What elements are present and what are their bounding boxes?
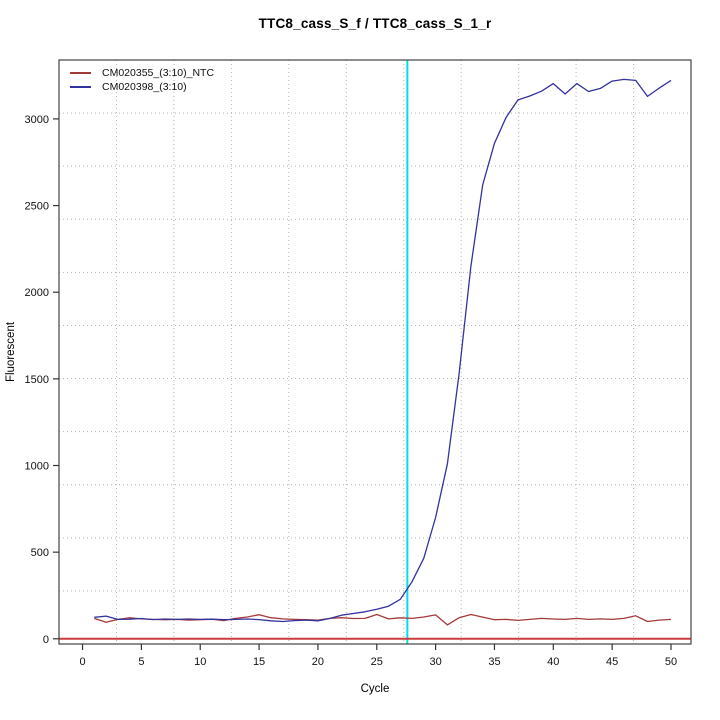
y-tick-label: 2500 [25,201,49,213]
legend-item-sample: CM020398_(3:10) [70,80,214,94]
series-line-ntc [94,613,672,626]
x-tick-label: 0 [79,656,85,668]
x-tick-label: 5 [138,656,144,668]
x-tick-label: 25 [371,656,383,668]
x-tick-label: 20 [312,656,324,668]
y-tick-label: 0 [43,634,49,646]
series-line-sample [94,78,672,623]
x-tick-label: 50 [665,656,677,668]
x-tick-label: 10 [194,656,206,668]
plot-border [58,59,692,645]
legend-label-sample: CM020398_(3:10) [102,81,187,93]
y-tick-label: 3000 [25,114,49,126]
legend-item-ntc: CM020355_(3:10)_NTC [70,66,214,80]
x-tick-label: 45 [606,656,618,668]
x-axis-label: Cycle [360,683,390,695]
y-axis-label: Fluorescent [5,321,17,383]
x-tick-label: 40 [547,656,559,668]
y-tick-label: 2000 [25,287,49,299]
legend-line-swatch-ntc [70,72,91,74]
legend-label-ntc: CM020355_(3:10)_NTC [102,67,215,79]
chart-title: TTC8_cass_S_f / TTC8_cass_S_1_r [258,16,492,31]
x-tick-label: 30 [429,656,441,668]
y-tick-label: 1000 [25,461,49,473]
legend: CM020355_(3:10)_NTC CM020398_(3:10) [70,66,214,94]
y-tick-label: 500 [31,547,49,559]
legend-line-swatch-sample [70,86,91,88]
x-tick-label: 15 [253,656,265,668]
x-tick-label: 35 [488,656,500,668]
y-tick-label: 1500 [25,374,49,386]
